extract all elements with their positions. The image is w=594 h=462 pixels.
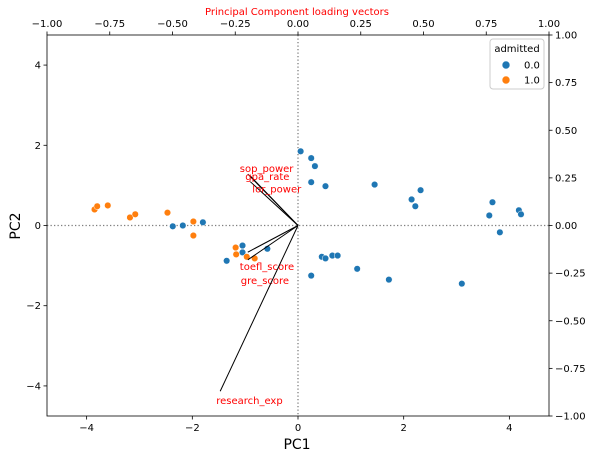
data-point-admitted-0.0: [496, 228, 504, 236]
data-point-admitted-0.0: [321, 182, 330, 190]
top-tick-label: 0.00: [287, 19, 309, 30]
data-point-admitted-0.0: [297, 147, 305, 155]
x-tick-label: −2: [185, 423, 200, 434]
data-point-admitted-1.0: [189, 217, 197, 226]
right-tick-label: −0.25: [555, 269, 586, 280]
data-point-admitted-0.0: [223, 257, 231, 265]
right-tick-label: 0.75: [555, 78, 577, 89]
y-axis-label: PC2: [8, 212, 24, 239]
y-tick-label: −2: [26, 301, 41, 312]
loading-label-research_exp: research_exp: [216, 396, 283, 407]
x-tick-label: 2: [400, 423, 406, 434]
data-point-admitted-0.0: [199, 218, 207, 226]
data-point-admitted-1.0: [131, 210, 139, 218]
chart-title: Principal Component loading vectors: [205, 7, 389, 18]
y-tick-label: 0: [35, 221, 41, 232]
loading-label-lor_power: lor_power: [252, 185, 302, 196]
right-tick-label: 0.25: [555, 173, 577, 184]
data-point-admitted-1.0: [232, 244, 240, 252]
data-point-admitted-1.0: [243, 253, 251, 261]
data-point-admitted-0.0: [371, 181, 379, 189]
legend-label-1: 1.0: [524, 76, 540, 87]
top-tick-label: −0.75: [94, 19, 125, 30]
data-point-admitted-0.0: [485, 211, 493, 220]
right-tick-label: −0.50: [555, 316, 586, 327]
data-point-admitted-0.0: [238, 248, 247, 256]
data-point-admitted-1.0: [104, 201, 112, 209]
data-point-admitted-0.0: [307, 154, 315, 162]
y-tick-label: 4: [35, 61, 41, 72]
data-point-admitted-1.0: [163, 209, 172, 217]
loading-arrow-toefl_score: [247, 225, 299, 253]
data-point-admitted-0.0: [307, 272, 315, 280]
data-point-admitted-0.0: [311, 162, 319, 170]
legend-label-0: 0.0: [524, 61, 540, 72]
data-point-admitted-0.0: [417, 186, 425, 194]
top-tick-label: 0.25: [350, 19, 372, 30]
x-tick-label: 4: [506, 423, 512, 434]
right-tick-label: 0.00: [555, 221, 577, 232]
right-tick-label: −1.00: [555, 412, 586, 423]
reference-lines: [47, 35, 549, 416]
data-point-admitted-0.0: [169, 222, 177, 230]
legend-marker-0: [501, 60, 511, 70]
x-axis-label: PC1: [283, 437, 310, 453]
data-point-admitted-0.0: [408, 195, 416, 203]
right-tick-label: 0.50: [555, 126, 577, 137]
loading-label-toefl_score: toefl_score: [240, 262, 294, 273]
right-tick-label: −0.75: [555, 364, 586, 375]
loading-arrow-gre_score: [247, 225, 299, 261]
data-point-admitted-0.0: [353, 265, 361, 273]
legend-marker-1: [501, 75, 511, 85]
data-point-admitted-1.0: [189, 231, 197, 240]
top-tick-label: 1.00: [538, 19, 560, 30]
data-point-admitted-0.0: [411, 202, 419, 210]
y-tick-label: 2: [35, 141, 41, 152]
data-point-admitted-0.0: [517, 210, 525, 218]
data-point-admitted-0.0: [179, 221, 187, 230]
data-point-admitted-0.0: [334, 252, 342, 260]
data-point-admitted-0.0: [488, 198, 497, 206]
legend-title: admitted: [494, 44, 539, 55]
data-point-admitted-0.0: [385, 276, 393, 284]
loading-label-gre_score: gre_score: [241, 276, 289, 287]
loading-arrow-gpa_rate: [249, 175, 299, 226]
data-point-admitted-1.0: [126, 213, 134, 222]
loading-arrow-lor_power: [249, 181, 299, 226]
data-point-admitted-1.0: [93, 202, 101, 210]
loading-label-gpa_rate: gpa_rate: [245, 172, 289, 183]
scatter-points: [91, 147, 525, 288]
data-point-admitted-1.0: [232, 250, 240, 258]
data-point-admitted-0.0: [321, 254, 330, 262]
top-tick-label: −0.25: [220, 19, 251, 30]
top-tick-label: −1.00: [32, 19, 63, 30]
top-tick-label: −0.50: [157, 19, 188, 30]
x-tick-label: −4: [79, 423, 94, 434]
axes: −4 −2 0 2 4 −4 −2 0 2 4 −1.00 −0.75 −0.50 −0.25 0.00 0.…: [26, 19, 585, 434]
legend-box: [489, 38, 545, 90]
y-tick-label: −4: [26, 381, 41, 392]
x-tick-label: 0: [295, 423, 301, 434]
top-tick-label: 0.50: [412, 19, 434, 30]
data-point-admitted-0.0: [458, 280, 466, 288]
data-point-admitted-0.0: [238, 242, 247, 250]
loading-arrow-research_exp: [219, 225, 299, 392]
data-point-admitted-0.0: [307, 178, 315, 186]
loading-label-sop_power: sop_power: [240, 164, 294, 175]
top-tick-label: 0.75: [475, 19, 497, 30]
legend: admitted 0.0 1.0: [489, 38, 545, 90]
right-tick-label: 1.00: [555, 31, 577, 42]
